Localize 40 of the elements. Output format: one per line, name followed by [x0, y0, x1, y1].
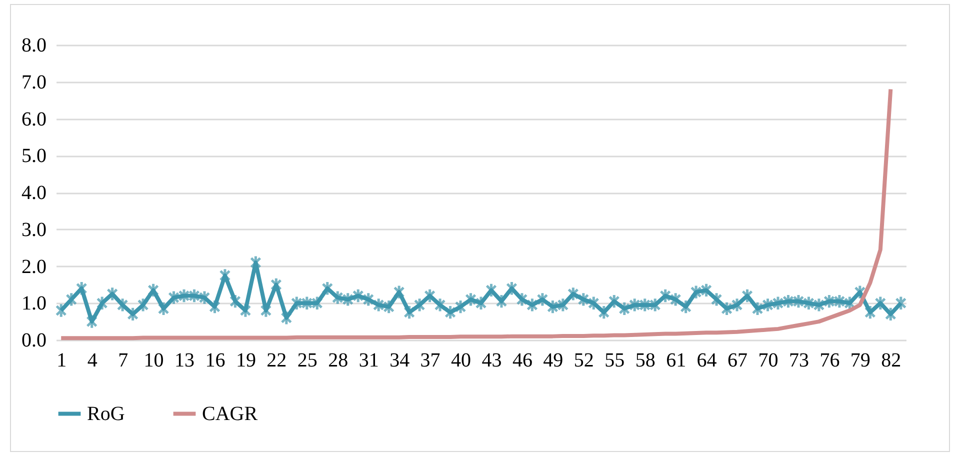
x-tick-label: 55: [604, 350, 625, 372]
x-tick-label: 46: [512, 350, 532, 372]
legend-label: RoG: [87, 402, 125, 425]
x-tick-label: 49: [543, 350, 564, 372]
y-tick-label: 7.0: [22, 71, 46, 94]
y-tick-label: 8.0: [22, 34, 46, 56]
x-tick-label: 25: [297, 350, 318, 372]
line-series: [59, 87, 893, 340]
x-tick-label: 79: [850, 350, 870, 372]
x-tick-label: 73: [788, 350, 809, 372]
y-tick-label: 0.0: [22, 330, 46, 352]
x-tick-label: 67: [728, 350, 748, 372]
x-tick-label: 37: [420, 350, 440, 372]
x-tick-label: 34: [390, 350, 410, 372]
x-tick-label: 52: [574, 350, 594, 372]
x-tick-label: 58: [635, 350, 656, 372]
x-tick-label: 76: [820, 350, 840, 372]
x-tick-label: 22: [266, 350, 287, 372]
y-tick-label: 2.0: [22, 256, 46, 278]
x-tick-label: 4: [87, 350, 98, 372]
x-tick-label: 1: [56, 350, 67, 372]
x-tick-label: 19: [236, 350, 256, 372]
y-tick-label: 4.0: [22, 182, 46, 204]
y-tick-label: 5.0: [22, 145, 46, 168]
y-tick-label: 3.0: [22, 218, 46, 241]
x-tick-label: 16: [205, 350, 226, 372]
x-tick-label: 7: [118, 350, 128, 372]
x-tick-label: 43: [482, 350, 502, 372]
x-tick-label: 64: [696, 350, 717, 372]
x-tick-label: 70: [758, 350, 778, 372]
x-tick-label: 61: [666, 350, 686, 372]
x-tick-label: 13: [174, 350, 195, 372]
y-tick-label: 6.0: [22, 108, 46, 130]
x-tick-label: 40: [451, 350, 472, 372]
legend-label: CAGR: [202, 402, 258, 425]
x-tick-label: 31: [358, 350, 379, 372]
x-tick-label: 28: [328, 350, 348, 372]
x-tick-label: 82: [881, 350, 902, 372]
x-tick-label: 10: [144, 350, 164, 372]
y-tick-label: 1.0: [22, 292, 46, 315]
